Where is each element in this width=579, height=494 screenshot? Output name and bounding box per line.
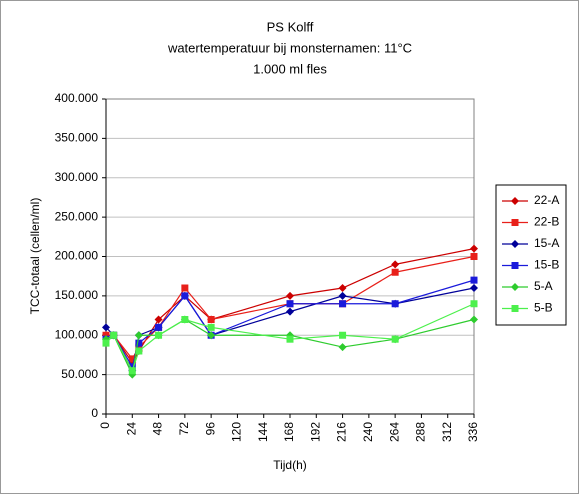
marker — [207, 331, 216, 340]
marker — [102, 323, 110, 332]
marker — [286, 291, 294, 300]
marker — [181, 316, 189, 323]
marker — [128, 367, 136, 375]
y-tick-label: 50.000 — [61, 367, 98, 381]
x-tick-label: 240 — [361, 422, 375, 442]
chart-title: PS Kolff — [267, 19, 314, 34]
marker — [338, 284, 347, 292]
x-tick-label: 312 — [440, 422, 454, 442]
marker — [128, 363, 136, 371]
legend-label: 15-B — [534, 258, 559, 272]
y-axis-title: TCC-totaal (cellen/ml) — [28, 198, 42, 315]
marker — [391, 260, 400, 269]
marker — [286, 300, 294, 308]
marker — [207, 323, 215, 331]
legend-marker — [511, 240, 519, 248]
x-tick-label: 24 — [124, 422, 138, 436]
marker — [391, 268, 399, 276]
y-tick-label: 0 — [91, 406, 98, 420]
marker — [339, 300, 347, 308]
marker — [110, 331, 118, 339]
y-tick-label: 300.000 — [55, 170, 99, 184]
marker — [181, 292, 189, 300]
legend-label: 5-B — [534, 301, 553, 315]
y-tick-label: 350.000 — [55, 131, 99, 145]
x-tick-label: 216 — [335, 422, 349, 442]
marker — [128, 355, 136, 363]
x-tick-label: 0 — [98, 422, 112, 429]
marker — [470, 284, 478, 292]
marker — [470, 276, 478, 284]
x-tick-label: 120 — [230, 422, 244, 442]
y-tick-label: 250.000 — [55, 209, 99, 223]
legend-marker — [511, 283, 519, 291]
marker — [338, 343, 347, 352]
legend-label: 22-A — [534, 193, 559, 207]
marker — [391, 335, 399, 343]
marker — [470, 315, 478, 324]
x-tick-label: 336 — [466, 422, 480, 442]
chart-subtitle: 1.000 ml fles — [253, 61, 327, 76]
chart-subtitle: watertemperatuur bij monsternamen: 11°C — [167, 40, 412, 55]
legend-marker — [511, 305, 519, 312]
legend-label: 15-A — [534, 236, 559, 250]
marker — [135, 347, 143, 355]
legend-marker — [511, 262, 519, 269]
marker — [155, 331, 163, 339]
x-tick-label: 96 — [203, 422, 217, 436]
y-tick-label: 400.000 — [55, 91, 99, 105]
marker — [470, 300, 478, 308]
marker — [154, 315, 163, 324]
marker — [135, 339, 143, 347]
marker — [102, 339, 110, 347]
marker — [286, 307, 294, 316]
marker — [470, 244, 478, 253]
marker — [181, 284, 189, 292]
legend-marker — [511, 219, 519, 226]
y-tick-label: 150.000 — [55, 288, 99, 302]
x-tick-label: 48 — [151, 422, 165, 436]
legend-label: 5-A — [534, 279, 553, 293]
legend-box — [495, 184, 567, 326]
x-tick-label: 72 — [177, 422, 191, 436]
x-tick-label: 264 — [387, 422, 401, 442]
marker — [134, 331, 143, 340]
x-axis-title: Tijd(h) — [273, 458, 307, 472]
x-tick-label: 288 — [414, 422, 428, 442]
legend-label: 22-B — [534, 215, 559, 229]
x-tick-label: 168 — [282, 422, 296, 442]
marker — [339, 331, 347, 339]
marker — [338, 291, 347, 300]
marker — [135, 343, 143, 351]
x-tick-label: 192 — [308, 422, 322, 442]
y-tick-label: 200.000 — [55, 249, 99, 263]
marker — [470, 253, 478, 260]
marker — [391, 300, 399, 308]
legend-marker — [511, 197, 519, 205]
marker — [207, 316, 215, 323]
marker — [155, 323, 163, 331]
marker — [286, 335, 294, 343]
x-tick-label: 144 — [256, 422, 270, 442]
y-tick-label: 100.000 — [55, 327, 99, 341]
